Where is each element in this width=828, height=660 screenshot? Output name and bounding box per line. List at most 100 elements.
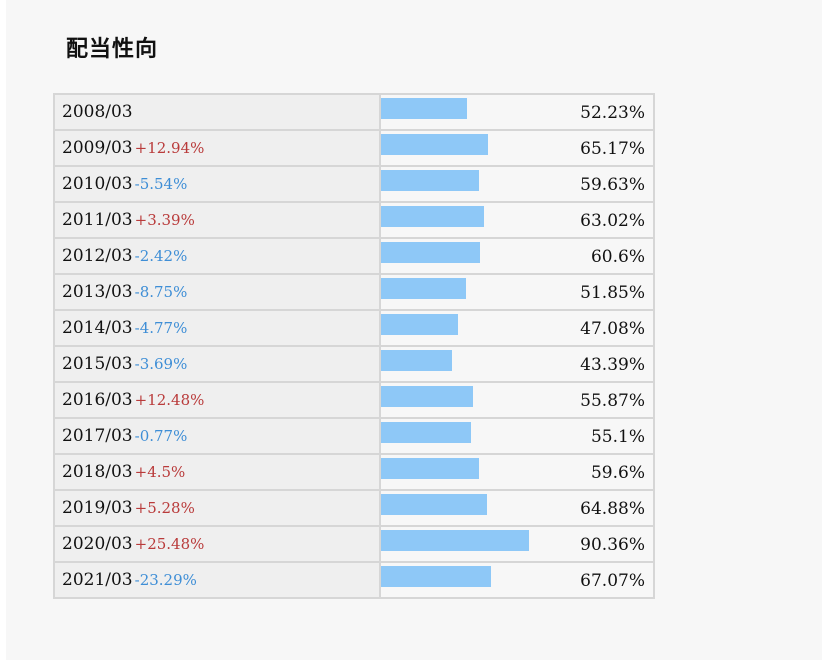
- year-label: 2021/03: [62, 570, 133, 590]
- ratio-value: 67.07%: [580, 571, 645, 591]
- table-row: 2015/03 -3.69% 43.39%: [53, 345, 655, 383]
- bar-cell: 90.36%: [379, 525, 655, 563]
- change-label: -4.77%: [134, 319, 188, 337]
- change-label: -2.42%: [134, 247, 188, 265]
- bar-cell: 63.02%: [379, 201, 655, 239]
- table-row: 2019/03 +5.28% 64.88%: [53, 489, 655, 527]
- ratio-value: 60.6%: [590, 247, 645, 267]
- change-label: +12.48%: [134, 391, 205, 409]
- year-cell: 2014/03 -4.77%: [53, 309, 381, 347]
- table-row: 2014/03 -4.77% 47.08%: [53, 309, 655, 347]
- bar-cell: 43.39%: [379, 345, 655, 383]
- change-label: -5.54%: [134, 175, 188, 193]
- payout-bar: [381, 386, 473, 407]
- payout-bar: [381, 314, 459, 335]
- year-label: 2018/03: [62, 462, 133, 482]
- year-cell: 2012/03 -2.42%: [53, 237, 381, 275]
- payout-bar: [381, 170, 479, 191]
- payout-bar: [381, 206, 485, 227]
- payout-bar: [381, 530, 530, 551]
- ratio-value: 59.63%: [580, 175, 645, 195]
- year-cell: 2018/03 +4.5%: [53, 453, 381, 491]
- payout-ratio-table: 2008/03 52.23% 2009/03 +12.94% 65.17% 2010/03…: [53, 93, 655, 599]
- year-cell: 2011/03 +3.39%: [53, 201, 381, 239]
- content-panel: 配当性向 2008/03 52.23% 2009/03 +12.94% 65.17% 20…: [6, 0, 822, 660]
- year-cell: 2021/03 -23.29%: [53, 561, 381, 599]
- ratio-value: 65.17%: [580, 139, 645, 159]
- payout-bar: [381, 98, 467, 119]
- payout-ratio-rows: 2008/03 52.23% 2009/03 +12.94% 65.17% 2010/03…: [53, 93, 655, 599]
- bar-cell: 47.08%: [379, 309, 655, 347]
- table-row: 2017/03 -0.77% 55.1%: [53, 417, 655, 455]
- change-label: +3.39%: [134, 211, 195, 229]
- bar-cell: 65.17%: [379, 129, 655, 167]
- year-cell: 2017/03 -0.77%: [53, 417, 381, 455]
- change-label: -8.75%: [134, 283, 188, 301]
- year-label: 2011/03: [62, 210, 133, 230]
- bar-cell: 52.23%: [379, 93, 655, 131]
- ratio-value: 59.6%: [590, 463, 645, 483]
- table-row: 2013/03 -8.75% 51.85%: [53, 273, 655, 311]
- ratio-value: 51.85%: [580, 283, 645, 303]
- bar-cell: 67.07%: [379, 561, 655, 599]
- ratio-value: 47.08%: [580, 319, 645, 339]
- year-label: 2017/03: [62, 426, 133, 446]
- bar-cell: 64.88%: [379, 489, 655, 527]
- change-label: -0.77%: [134, 427, 188, 445]
- bar-cell: 60.6%: [379, 237, 655, 275]
- ratio-value: 43.39%: [580, 355, 645, 375]
- bar-cell: 59.63%: [379, 165, 655, 203]
- year-label: 2019/03: [62, 498, 133, 518]
- year-cell: 2020/03 +25.48%: [53, 525, 381, 563]
- table-row: 2018/03 +4.5% 59.6%: [53, 453, 655, 491]
- table-row: 2012/03 -2.42% 60.6%: [53, 237, 655, 275]
- year-cell: 2016/03 +12.48%: [53, 381, 381, 419]
- year-cell: 2015/03 -3.69%: [53, 345, 381, 383]
- table-row: 2016/03 +12.48% 55.87%: [53, 381, 655, 419]
- change-label: +4.5%: [134, 463, 186, 481]
- table-row: 2009/03 +12.94% 65.17%: [53, 129, 655, 167]
- table-row: 2021/03 -23.29% 67.07%: [53, 561, 655, 599]
- ratio-value: 55.87%: [580, 391, 645, 411]
- year-cell: 2009/03 +12.94%: [53, 129, 381, 167]
- change-label: +5.28%: [134, 499, 195, 517]
- ratio-value: 52.23%: [580, 103, 645, 123]
- payout-bar: [381, 458, 479, 479]
- year-cell: 2008/03: [53, 93, 381, 131]
- payout-bar: [381, 422, 472, 443]
- payout-bar: [381, 242, 481, 263]
- year-label: 2015/03: [62, 354, 133, 374]
- ratio-value: 64.88%: [580, 499, 645, 519]
- bar-cell: 51.85%: [379, 273, 655, 311]
- change-label: +25.48%: [134, 535, 205, 553]
- payout-bar: [381, 278, 466, 299]
- bar-cell: 55.87%: [379, 381, 655, 419]
- year-cell: 2019/03 +5.28%: [53, 489, 381, 527]
- year-cell: 2013/03 -8.75%: [53, 273, 381, 311]
- year-label: 2016/03: [62, 390, 133, 410]
- payout-bar: [381, 494, 488, 515]
- table-row: 2010/03 -5.54% 59.63%: [53, 165, 655, 203]
- change-label: +12.94%: [134, 139, 205, 157]
- year-label: 2008/03: [62, 102, 133, 122]
- table-row: 2011/03 +3.39% 63.02%: [53, 201, 655, 239]
- ratio-value: 55.1%: [590, 427, 645, 447]
- payout-bar: [381, 350, 453, 371]
- year-label: 2020/03: [62, 534, 133, 554]
- payout-bar: [381, 134, 488, 155]
- ratio-value: 63.02%: [580, 211, 645, 231]
- year-cell: 2010/03 -5.54%: [53, 165, 381, 203]
- change-label: -23.29%: [134, 571, 197, 589]
- year-label: 2013/03: [62, 282, 133, 302]
- table-row: 2008/03 52.23%: [53, 93, 655, 131]
- year-label: 2014/03: [62, 318, 133, 338]
- year-label: 2012/03: [62, 246, 133, 266]
- change-label: -3.69%: [134, 355, 188, 373]
- payout-bar: [381, 566, 491, 587]
- bar-cell: 55.1%: [379, 417, 655, 455]
- year-label: 2009/03: [62, 138, 133, 158]
- year-label: 2010/03: [62, 174, 133, 194]
- table-row: 2020/03 +25.48% 90.36%: [53, 525, 655, 563]
- bar-cell: 59.6%: [379, 453, 655, 491]
- ratio-value: 90.36%: [580, 535, 645, 555]
